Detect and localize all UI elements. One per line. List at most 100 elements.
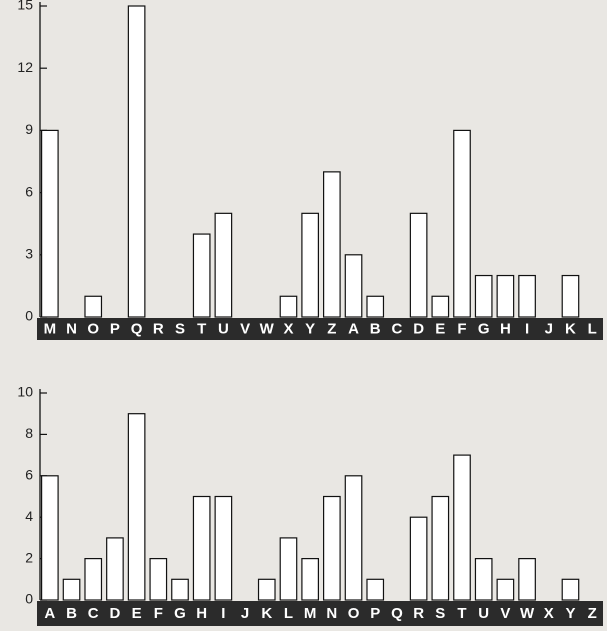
y-tick-label: 4 bbox=[25, 508, 33, 524]
x-tick-label: H bbox=[196, 605, 207, 622]
x-tick-label: Z bbox=[327, 320, 336, 337]
bar bbox=[453, 454, 471, 601]
x-tick-label: J bbox=[545, 320, 553, 337]
bar bbox=[366, 295, 385, 318]
bar bbox=[257, 578, 276, 601]
x-tick-label: Y bbox=[305, 320, 315, 337]
x-tick-label: C bbox=[88, 605, 99, 622]
y-tick-label: 0 bbox=[25, 308, 33, 324]
bar bbox=[496, 578, 515, 601]
x-tick-label: V bbox=[240, 320, 250, 337]
bar bbox=[344, 475, 363, 601]
x-tick-label: R bbox=[153, 320, 164, 337]
bar bbox=[192, 233, 211, 318]
x-tick-label: H bbox=[500, 320, 511, 337]
x-tick-label: Q bbox=[391, 605, 403, 622]
x-tick-label: W bbox=[260, 320, 275, 337]
bar bbox=[474, 557, 493, 601]
category-strip bbox=[37, 318, 603, 340]
x-tick-label: I bbox=[525, 320, 529, 337]
x-tick-label: B bbox=[66, 605, 77, 622]
bar bbox=[474, 274, 493, 318]
bar bbox=[279, 295, 298, 318]
bar bbox=[323, 495, 341, 601]
x-tick-label: K bbox=[261, 605, 272, 622]
x-tick-label: T bbox=[197, 320, 206, 337]
x-tick-label: D bbox=[413, 320, 424, 337]
x-tick-label: A bbox=[44, 605, 55, 622]
bar bbox=[62, 578, 81, 601]
x-tick-label: S bbox=[435, 605, 445, 622]
bar bbox=[344, 254, 363, 318]
bar bbox=[453, 129, 471, 318]
bar bbox=[214, 212, 233, 318]
x-tick-label: X bbox=[544, 605, 554, 622]
x-tick-label: U bbox=[218, 320, 229, 337]
x-tick-label: M bbox=[304, 605, 317, 622]
x-tick-label: L bbox=[588, 320, 597, 337]
x-tick-label: G bbox=[174, 605, 186, 622]
x-tick-label: U bbox=[478, 605, 489, 622]
x-tick-label: N bbox=[66, 320, 77, 337]
bar bbox=[171, 578, 189, 601]
x-tick-label: G bbox=[478, 320, 490, 337]
x-tick-label: Z bbox=[588, 605, 597, 622]
x-tick-label: F bbox=[457, 320, 466, 337]
x-tick-label: V bbox=[500, 605, 510, 622]
bar bbox=[301, 212, 319, 318]
bar bbox=[301, 557, 319, 601]
y-tick-label: 0 bbox=[25, 591, 33, 607]
y-tick-label: 6 bbox=[25, 183, 33, 199]
bar bbox=[127, 5, 146, 318]
bar bbox=[409, 516, 428, 601]
x-tick-label: O bbox=[348, 605, 360, 622]
y-tick-label: 10 bbox=[17, 384, 33, 400]
y-tick-label: 12 bbox=[17, 59, 33, 75]
x-tick-label: S bbox=[175, 320, 185, 337]
bar bbox=[323, 171, 341, 318]
bar bbox=[279, 537, 298, 601]
bar bbox=[518, 274, 536, 318]
bar bbox=[496, 274, 515, 318]
x-tick-label: I bbox=[221, 605, 225, 622]
x-tick-label: Y bbox=[565, 605, 575, 622]
x-tick-label: E bbox=[132, 605, 142, 622]
x-tick-label: O bbox=[87, 320, 99, 337]
bar bbox=[106, 537, 124, 601]
x-tick-label: T bbox=[457, 605, 466, 622]
x-tick-label: W bbox=[520, 605, 535, 622]
x-tick-label: K bbox=[565, 320, 576, 337]
bar bbox=[518, 557, 536, 601]
bar bbox=[214, 495, 233, 601]
bar bbox=[84, 295, 103, 318]
bar bbox=[192, 495, 211, 601]
bar bbox=[84, 557, 103, 601]
x-tick-label: M bbox=[44, 320, 57, 337]
x-tick-label: J bbox=[241, 605, 249, 622]
bar bbox=[431, 495, 450, 601]
x-tick-label: F bbox=[154, 605, 163, 622]
y-tick-label: 15 bbox=[17, 0, 33, 13]
x-tick-label: L bbox=[284, 605, 293, 622]
y-tick-label: 9 bbox=[25, 121, 33, 137]
bar bbox=[366, 578, 385, 601]
x-tick-label: X bbox=[283, 320, 293, 337]
bar bbox=[149, 557, 168, 601]
bar bbox=[41, 129, 59, 318]
x-tick-label: P bbox=[110, 320, 120, 337]
x-tick-label: P bbox=[370, 605, 380, 622]
x-tick-label: D bbox=[110, 605, 121, 622]
x-tick-label: E bbox=[435, 320, 445, 337]
x-tick-label: R bbox=[413, 605, 424, 622]
x-tick-label: C bbox=[392, 320, 403, 337]
y-tick-label: 8 bbox=[25, 425, 33, 441]
x-tick-label: B bbox=[370, 320, 381, 337]
bar bbox=[127, 413, 146, 601]
y-tick-label: 2 bbox=[25, 549, 33, 565]
bar bbox=[409, 212, 428, 318]
x-tick-label: A bbox=[348, 320, 359, 337]
x-tick-label: N bbox=[326, 605, 337, 622]
y-tick-label: 3 bbox=[25, 246, 33, 262]
